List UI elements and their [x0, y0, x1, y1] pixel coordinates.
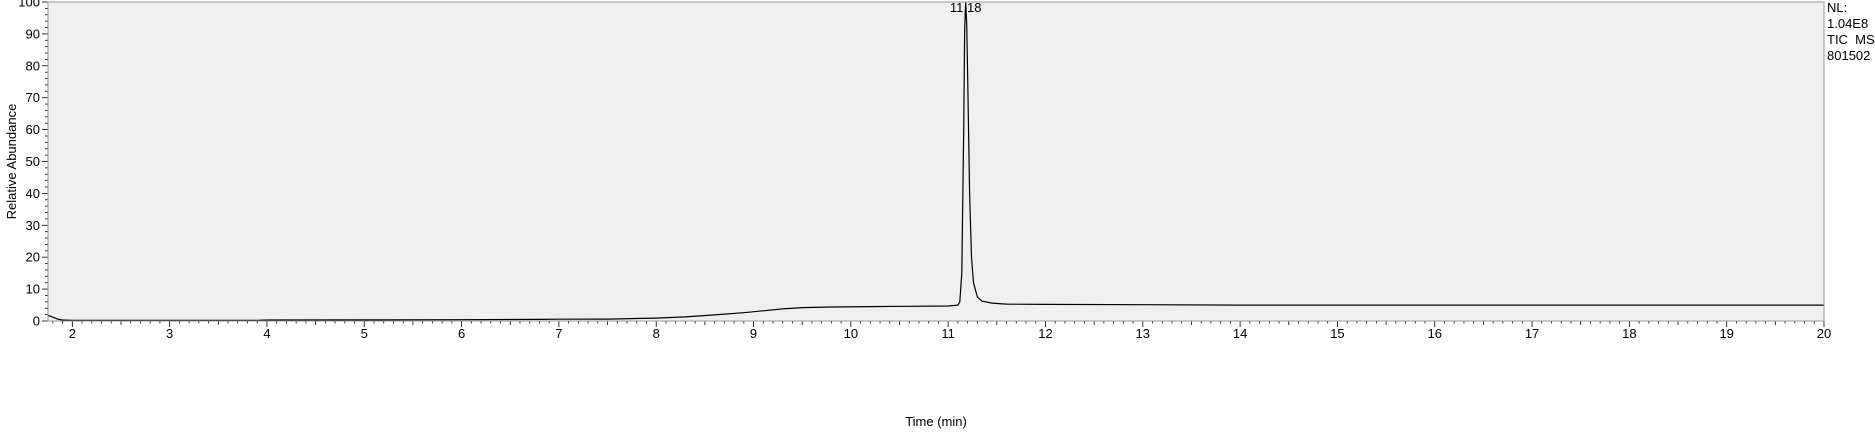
y-tick-label: 80: [26, 58, 40, 73]
y-tick-label: 100: [18, 0, 40, 10]
y-tick-label: 50: [26, 154, 40, 169]
y-tick-label: 90: [26, 26, 40, 41]
x-tick-label: 11: [941, 326, 955, 341]
x-tick-label: 14: [1233, 326, 1247, 341]
x-tick-label: 5: [361, 326, 368, 341]
x-tick-label: 15: [1330, 326, 1344, 341]
info-line: TIC MS: [1827, 32, 1875, 47]
info-line: 1.04E8: [1827, 16, 1868, 31]
chromatogram-trace: [47, 1, 1824, 321]
x-tick-label: 18: [1622, 326, 1636, 341]
plot-frame: [47, 1, 1825, 322]
x-tick-label: 3: [166, 326, 173, 341]
x-tick-label: 12: [1038, 326, 1052, 341]
info-line: NL:: [1827, 0, 1847, 15]
y-tick-label: 0: [33, 314, 40, 329]
x-tick-label: 2: [69, 326, 76, 341]
x-tick-label: 9: [750, 326, 757, 341]
plot-background: [48, 2, 1824, 321]
x-tick-label: 10: [844, 326, 858, 341]
x-tick-label: 4: [263, 326, 270, 341]
y-tick-label: 10: [26, 282, 40, 297]
y-axis-ticks: 0 10 20 30 40 50 60 70 80 90 100: [18, 0, 48, 329]
y-tick-label: 70: [26, 90, 40, 105]
x-tick-label: 16: [1428, 326, 1442, 341]
x-axis-title: Time (min): [905, 414, 967, 429]
y-tick-label: 60: [26, 122, 40, 137]
x-tick-label: 8: [653, 326, 660, 341]
y-axis-title: Relative Abundance: [4, 104, 19, 220]
x-tick-label: 13: [1136, 326, 1150, 341]
y-tick-label: 30: [26, 218, 40, 233]
x-tick-label: 7: [555, 326, 562, 341]
x-tick-label: 19: [1719, 326, 1733, 341]
x-tick-label: 20: [1817, 326, 1831, 341]
info-line: 801502: [1827, 48, 1870, 63]
y-tick-label: 40: [26, 186, 40, 201]
peak-label: 11.18: [950, 0, 982, 15]
x-tick-label: 17: [1525, 326, 1539, 341]
y-tick-label: 20: [26, 250, 40, 265]
x-tick-label: 6: [458, 326, 465, 341]
x-axis-ticks: 2 3 4 5 6 7 8 9 10 11 12 13 14 15 16 17 18 19 20: [52, 321, 1831, 341]
